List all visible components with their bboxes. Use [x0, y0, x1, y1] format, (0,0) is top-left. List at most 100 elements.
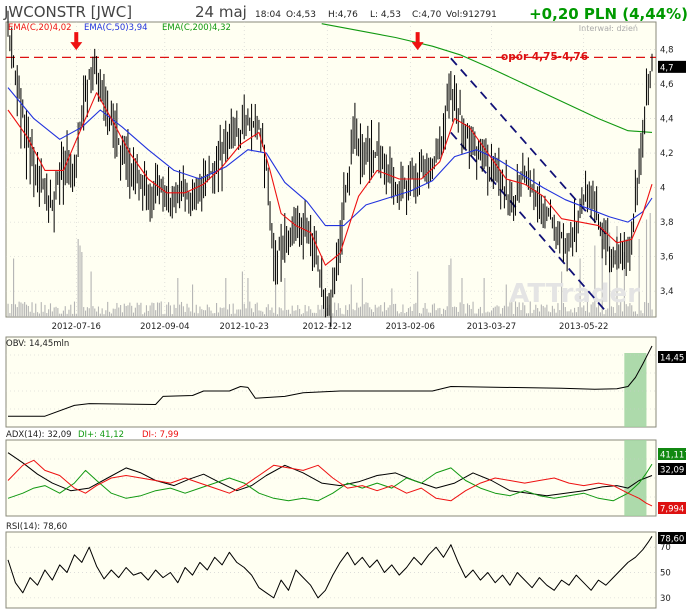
- volume-bar: [489, 312, 491, 317]
- volume-bar: [551, 305, 553, 317]
- volume-bar: [49, 303, 52, 317]
- volume-bar: [254, 303, 256, 317]
- volume-bar: [479, 306, 481, 317]
- price-y-tick: 4: [660, 184, 665, 194]
- price-y-tick: 4,6: [660, 80, 674, 90]
- volume-bar: [208, 307, 210, 317]
- adx-highlight: [624, 440, 647, 516]
- volume-bar: [348, 304, 350, 317]
- volume-bar: [38, 313, 40, 317]
- volume-bar: [583, 305, 585, 317]
- volume-bar: [596, 307, 598, 317]
- volume-bar: [588, 312, 590, 317]
- volume-bar: [144, 312, 146, 317]
- volume-bar: [127, 305, 129, 317]
- volume-label: Vol:912791: [446, 10, 497, 20]
- volume-bar: [640, 310, 642, 317]
- adx-last-value-box: [658, 463, 686, 475]
- volume-bar: [537, 308, 539, 317]
- volume-bar: [594, 245, 596, 317]
- volume-bar: [214, 313, 216, 317]
- volume-bar: [228, 304, 231, 317]
- volume-bar: [299, 308, 301, 317]
- volume-bar: [297, 305, 299, 317]
- volume-bar: [418, 312, 421, 317]
- volume-bar: [147, 310, 149, 317]
- legend-ema50: EMA(C,50)3,94: [84, 23, 148, 33]
- volume-bar: [289, 313, 291, 317]
- volume-bar: [118, 307, 120, 317]
- volume-bar: [18, 301, 20, 317]
- volume-bar: [461, 278, 463, 317]
- time-label: 18:04: [255, 10, 281, 20]
- volume-bar: [107, 301, 109, 317]
- volume-bar: [645, 219, 648, 317]
- volume-bar: [415, 302, 417, 317]
- volume-bar: [240, 309, 242, 317]
- volume-bar: [597, 301, 600, 317]
- volume-bar: [514, 301, 517, 317]
- price-y-tick: 4,2: [660, 149, 674, 159]
- volume-bar: [110, 313, 112, 317]
- volume-bar: [520, 310, 522, 317]
- volume-bar: [621, 311, 624, 317]
- volume-bar: [210, 310, 212, 317]
- volume-bar: [610, 306, 613, 317]
- volume-bar: [651, 309, 653, 317]
- volume-bar: [96, 311, 98, 317]
- volume-bar: [559, 310, 561, 317]
- volume-bar: [267, 304, 269, 317]
- volume-bar: [232, 303, 234, 317]
- volume-bar: [184, 311, 186, 317]
- volume-bar: [158, 302, 160, 317]
- volume-bar: [455, 307, 458, 317]
- volume-bar: [642, 313, 644, 317]
- volume-bar: [337, 303, 339, 317]
- volume-bar: [105, 310, 107, 317]
- volume-bar: [393, 303, 395, 317]
- volume-bar: [369, 307, 371, 317]
- volume-bar: [219, 307, 221, 317]
- di-plus-line: [7, 463, 653, 502]
- volume-bar: [627, 306, 629, 317]
- volume-bar: [311, 312, 314, 317]
- volume-bar: [335, 309, 338, 317]
- volume-bar: [29, 311, 31, 317]
- volume-bar: [192, 284, 194, 317]
- ema20-line: [7, 92, 653, 266]
- volume-bar: [319, 309, 321, 317]
- ema50-line: [7, 87, 653, 227]
- volume-bar: [358, 307, 360, 317]
- volume-bar: [382, 311, 384, 317]
- volume-bar: [592, 302, 594, 317]
- volume-bar: [575, 312, 577, 317]
- volume-bar: [476, 313, 478, 317]
- volume-bar: [140, 302, 142, 317]
- volume-bar: [66, 313, 68, 317]
- volume-bar: [55, 306, 57, 317]
- volume-bar: [459, 302, 461, 317]
- volume-bar: [605, 309, 607, 317]
- rsi-y-tick: 70: [660, 543, 671, 553]
- volume-bar: [37, 312, 39, 317]
- volume-bar: [260, 310, 262, 317]
- volume-bar: [132, 312, 135, 317]
- volume-bar: [413, 303, 415, 317]
- volume-bar: [555, 312, 557, 317]
- volume-bar: [24, 302, 26, 317]
- di-minus-last-value: 7,994: [660, 505, 684, 515]
- volume-bar: [380, 304, 382, 317]
- volume-bar: [300, 314, 302, 317]
- volume-bar: [502, 308, 504, 317]
- volume-bar: [446, 306, 448, 317]
- volume-bar: [385, 310, 387, 317]
- volume-bar: [649, 213, 651, 317]
- volume-bar: [359, 306, 362, 317]
- volume-bar: [280, 308, 282, 317]
- volume-bar: [562, 303, 565, 317]
- volume-bar: [72, 313, 74, 317]
- volume-bar: [400, 311, 402, 317]
- rsi-last-value: 78,60: [660, 535, 684, 545]
- obv-line: [8, 345, 653, 417]
- di-minus-last-value-box: [658, 502, 686, 514]
